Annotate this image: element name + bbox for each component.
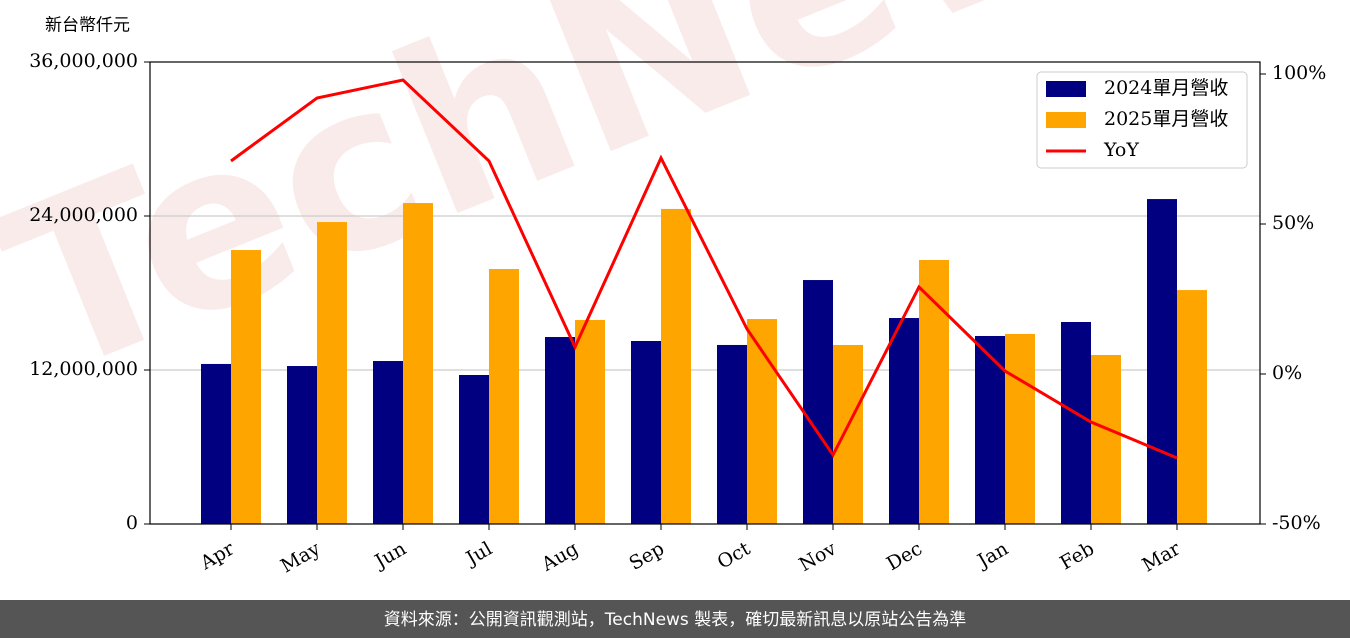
bar [545,337,575,524]
x-tick-label: Aug [537,538,582,577]
legend-swatch [1046,112,1086,128]
x-tick-label: Feb [1056,538,1098,575]
legend-box [1036,71,1248,169]
x-tick-label: Nov [795,537,840,576]
y-tick-label: 12,000,000 [29,358,138,380]
bar [1147,199,1177,524]
bar [889,318,919,524]
bar [631,340,661,524]
bar [833,344,863,524]
x-tick-label: Oct [714,537,755,573]
bar [1061,322,1091,524]
bar [1005,333,1035,524]
y2-tick-label: 100% [1272,62,1326,84]
bar [287,366,317,524]
x-tick-label: Mar [1138,537,1184,576]
y-tick-label: 0 [126,512,138,534]
legend-swatch [1046,81,1086,97]
legend-label: 2024單月營收 [1104,77,1228,99]
x-tick-label: Jan [972,538,1012,574]
y2-tick-label: -50% [1272,512,1321,534]
bar [201,363,231,524]
y-axis-label: 新台幣仟元 [45,16,130,36]
x-tick-label: Apr [196,537,239,574]
y-tick-label: 24,000,000 [29,204,138,226]
bar [459,375,489,524]
bar [317,222,347,524]
bar [975,335,1005,524]
bar [489,269,519,524]
bar [403,203,433,524]
bar [373,361,403,524]
x-tick-label: May [277,537,324,577]
y-tick-label: 36,000,000 [29,50,138,72]
bar [1091,354,1121,524]
bar [231,250,261,524]
bar [1177,290,1207,524]
bar [717,344,747,524]
bar [661,208,691,525]
x-tick-label: Sep [625,538,668,575]
footer-bar [0,600,1350,638]
legend-label: 2025單月營收 [1104,108,1228,130]
x-tick-label: Dec [883,538,926,576]
x-tick-label: Jun [369,538,410,574]
y2-tick-label: 50% [1272,212,1314,234]
line [230,78,1178,460]
bar [575,319,605,524]
footer: 資料來源：公開資訊觀測站，TechNews 製表，確切最新訊息以原站公告為準 [384,610,966,630]
plot-frame [149,61,1261,525]
bar [803,280,833,524]
legend-label: YoY [1103,139,1139,161]
y2-tick-label: 0% [1272,362,1302,384]
x-tick-label: Jul [461,538,496,571]
bar [919,260,949,524]
